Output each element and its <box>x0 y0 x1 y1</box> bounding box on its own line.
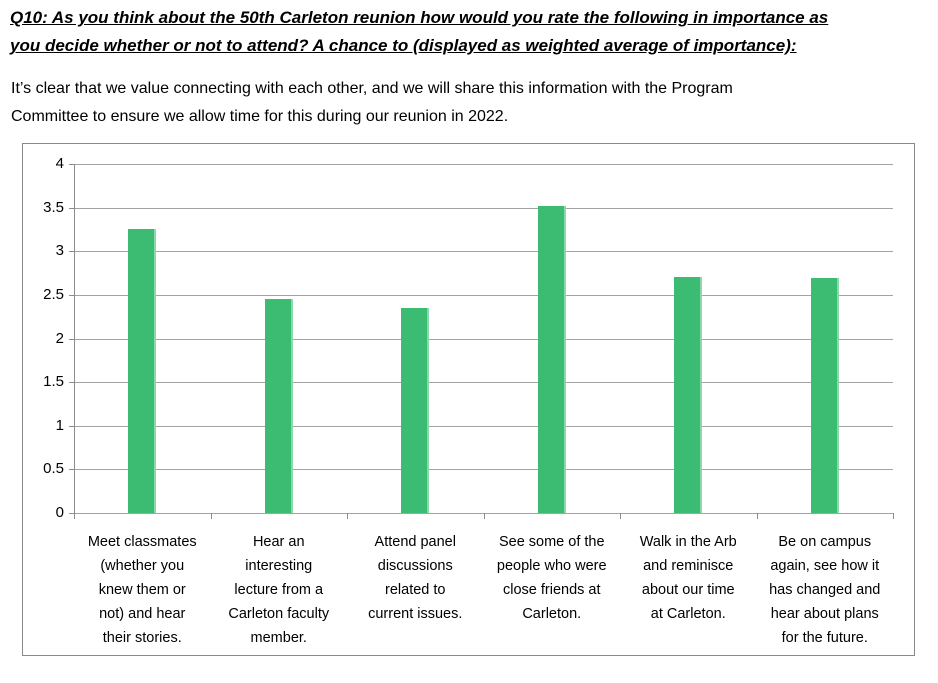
y-axis-tick <box>69 338 74 340</box>
bar <box>401 307 430 513</box>
y-axis-label: 1 <box>55 416 64 434</box>
plot-area: 0 0.5 1 1.5 2 2.5 3 3.5 4 Meet classmates (whethe… <box>23 144 914 655</box>
gridline <box>74 251 893 253</box>
y-axis-tick <box>69 164 74 165</box>
y-axis-label: 2 <box>55 329 64 347</box>
bar-chart: 0 0.5 1 1.5 2 2.5 3 3.5 4 Meet classmates (whethe… <box>22 143 915 656</box>
y-axis-tick <box>69 382 74 384</box>
gridline <box>74 164 893 165</box>
gridline <box>74 338 893 340</box>
gridline <box>74 207 893 209</box>
y-axis-label: 0.5 <box>43 460 64 478</box>
y-axis-tick <box>69 425 74 427</box>
x-axis-tick <box>210 513 212 519</box>
bar <box>810 278 839 513</box>
category-label: Attend panel discussions related to curr… <box>368 534 463 622</box>
x-axis-tick <box>620 513 621 519</box>
bar <box>128 229 157 513</box>
question-heading: Q10: As you think about the 50th Carleto… <box>10 8 829 55</box>
y-axis-label: 1.5 <box>43 373 64 391</box>
bar <box>537 205 566 513</box>
y-axis-label: 3 <box>55 242 64 260</box>
bar <box>674 276 703 513</box>
y-axis-label: 4 <box>55 155 64 172</box>
gridline <box>74 425 893 427</box>
category-label: Be on campus again, see how it has chang… <box>769 534 881 646</box>
x-axis-tick <box>756 513 758 519</box>
gridline <box>74 294 893 296</box>
y-axis-line <box>74 164 75 514</box>
category-label: Meet classmates (whether you knew them o… <box>87 534 197 646</box>
y-axis-label: 2.5 <box>43 285 64 303</box>
x-axis-tick <box>74 513 75 519</box>
y-axis-label: 3.5 <box>43 198 64 216</box>
intro-paragraph: It’s clear that we value connecting with… <box>11 80 733 125</box>
bar <box>264 299 293 513</box>
y-axis-label: 0 <box>55 504 64 521</box>
y-axis-tick <box>69 294 74 296</box>
y-axis-tick <box>69 251 74 253</box>
x-axis-tick <box>483 513 485 519</box>
y-axis-tick <box>69 513 74 514</box>
y-axis-tick <box>69 207 74 209</box>
category-label: Hear an interesting lecture from a Carle… <box>228 534 330 646</box>
gridline <box>74 382 893 384</box>
x-axis-tick <box>347 513 348 519</box>
category-label: Walk in the Arb and reminisce about our … <box>639 534 737 622</box>
category-label: See some of the people who were close fr… <box>496 534 607 622</box>
gridline <box>74 469 893 471</box>
x-axis-tick <box>893 513 894 519</box>
y-axis-tick <box>69 469 74 471</box>
